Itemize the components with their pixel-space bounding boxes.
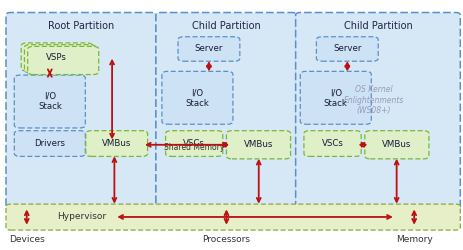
Text: Drivers: Drivers [34, 139, 65, 148]
Text: VMBus: VMBus [244, 140, 273, 149]
Text: Child Partition: Child Partition [343, 21, 412, 31]
FancyBboxPatch shape [178, 37, 239, 61]
FancyBboxPatch shape [300, 71, 370, 124]
FancyBboxPatch shape [14, 131, 85, 156]
Text: I/O
Stack: I/O Stack [185, 88, 209, 108]
FancyBboxPatch shape [28, 46, 99, 74]
Text: Hypervisor: Hypervisor [57, 212, 106, 222]
Text: Memory: Memory [395, 235, 432, 244]
FancyBboxPatch shape [86, 131, 147, 156]
FancyBboxPatch shape [226, 131, 290, 159]
FancyBboxPatch shape [295, 12, 459, 209]
Text: Shared Memory: Shared Memory [163, 143, 224, 152]
Text: Processors: Processors [202, 235, 250, 244]
FancyBboxPatch shape [6, 12, 156, 209]
FancyBboxPatch shape [14, 75, 85, 128]
FancyBboxPatch shape [156, 12, 296, 209]
Text: VSPs: VSPs [46, 52, 67, 62]
Text: VMBus: VMBus [102, 139, 131, 148]
Text: Root Partition: Root Partition [48, 21, 114, 31]
Text: VSCs: VSCs [183, 139, 205, 148]
FancyBboxPatch shape [316, 37, 377, 61]
Text: Server: Server [194, 44, 223, 54]
Text: Devices: Devices [9, 235, 44, 244]
Text: VMBus: VMBus [382, 140, 411, 149]
Text: OS Kernel
Enlightenments
(WS08+): OS Kernel Enlightenments (WS08+) [343, 86, 403, 115]
FancyBboxPatch shape [303, 131, 360, 156]
Text: VSCs: VSCs [321, 139, 343, 148]
Text: Server: Server [332, 44, 361, 54]
FancyBboxPatch shape [25, 45, 95, 73]
FancyBboxPatch shape [165, 131, 222, 156]
FancyBboxPatch shape [6, 204, 459, 230]
Text: I/O
Stack: I/O Stack [38, 92, 62, 111]
FancyBboxPatch shape [162, 71, 232, 124]
FancyBboxPatch shape [21, 43, 92, 71]
FancyBboxPatch shape [364, 131, 428, 159]
Text: Child Partition: Child Partition [191, 21, 260, 31]
Text: I/O
Stack: I/O Stack [323, 88, 347, 108]
